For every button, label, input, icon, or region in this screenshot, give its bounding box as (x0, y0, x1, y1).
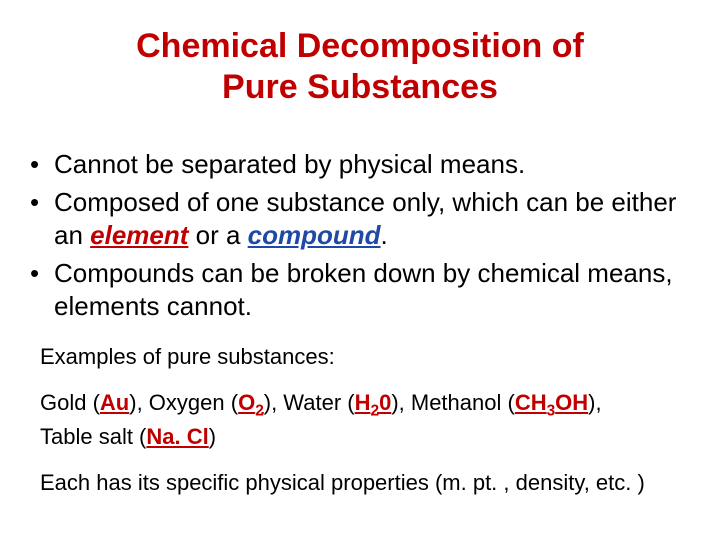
methanol-sub: 3 (547, 402, 556, 419)
oxygen-label: ), Oxygen ( (129, 390, 238, 415)
salt-label-pre: ), (588, 390, 601, 415)
salt-formula: Na. Cl (146, 424, 208, 449)
bullet-1: Cannot be separated by physical means. (28, 148, 692, 181)
water-label: ), Water ( (264, 390, 355, 415)
bullet-list: Cannot be separated by physical means. C… (28, 148, 692, 323)
methanol-CH: CH (515, 390, 547, 415)
gold-formula: Au (100, 390, 129, 415)
examples-closing: Each has its specific physical propertie… (40, 468, 692, 498)
bullet-2: Composed of one substance only, which ca… (28, 186, 692, 251)
methanol-formula: CH3OH (515, 390, 588, 415)
bullet-3-text: Compounds can be broken down by chemical… (54, 258, 673, 321)
oxygen-formula: O2 (238, 390, 264, 415)
methanol-OH: OH (555, 390, 588, 415)
oxygen-sub: 2 (255, 402, 264, 419)
salt-close: ) (209, 424, 216, 449)
slide-title: Chemical Decomposition of Pure Substance… (28, 26, 692, 108)
oxygen-O: O (238, 390, 255, 415)
water-formula: H20 (355, 390, 392, 415)
gold-label: Gold ( (40, 390, 100, 415)
bullet-3: Compounds can be broken down by chemical… (28, 257, 692, 322)
keyword-compound: compound (248, 220, 381, 250)
water-0: 0 (379, 390, 391, 415)
title-line-2: Pure Substances (222, 68, 498, 106)
title-line-1: Chemical Decomposition of (136, 27, 584, 65)
water-H: H (355, 390, 371, 415)
slide: Chemical Decomposition of Pure Substance… (0, 0, 720, 540)
salt-label: Table salt ( (40, 424, 146, 449)
bullet-1-text: Cannot be separated by physical means. (54, 149, 525, 179)
methanol-label: ), Methanol ( (391, 390, 515, 415)
examples-heading: Examples of pure substances: (40, 342, 692, 372)
examples-block: Examples of pure substances: Gold (Au), … (28, 342, 692, 497)
water-sub: 2 (371, 402, 380, 419)
keyword-element: element (90, 220, 188, 250)
examples-list: Gold (Au), Oxygen (O2), Water (H20), Met… (40, 388, 692, 452)
bullet-2-mid: or a (188, 220, 247, 250)
bullet-2-post: . (381, 220, 388, 250)
